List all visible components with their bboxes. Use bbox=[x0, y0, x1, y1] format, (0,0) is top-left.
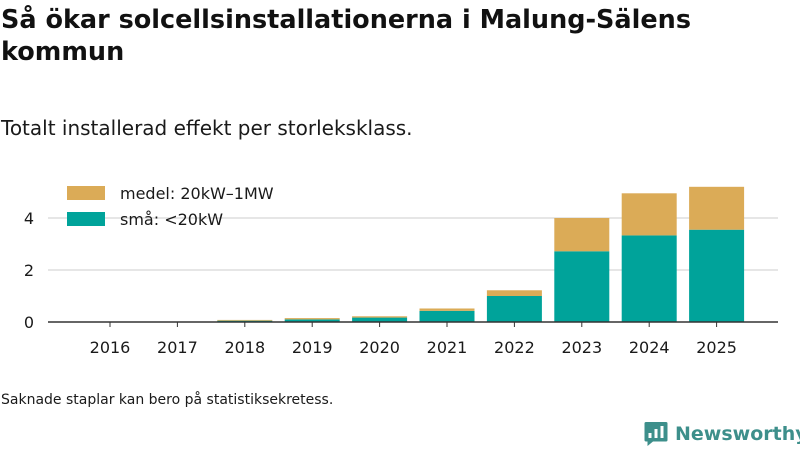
bar-sma-2025 bbox=[689, 229, 745, 322]
bar-medel-2019 bbox=[284, 318, 340, 320]
x-tick-label: 2020 bbox=[359, 338, 400, 357]
y-tick-label: 4 bbox=[24, 209, 34, 228]
bar-medel-2023 bbox=[554, 218, 610, 252]
bar-sma-2024 bbox=[621, 235, 677, 322]
x-tick-label: 2025 bbox=[696, 338, 737, 357]
x-tick-label: 2022 bbox=[494, 338, 535, 357]
y-tick-label: 2 bbox=[24, 261, 34, 280]
bar-sma-2020 bbox=[352, 317, 408, 322]
x-tick-label: 2016 bbox=[90, 338, 131, 357]
bar-medel-2021 bbox=[419, 308, 475, 311]
bar-sma-2022 bbox=[486, 296, 542, 322]
bar-sma-2019 bbox=[284, 319, 340, 322]
legend-label-sma: små: <20kW bbox=[120, 210, 223, 229]
bar-sma-2023 bbox=[554, 251, 610, 322]
brand-name: Newsworthy bbox=[675, 423, 800, 445]
brand-logo[interactable]: Newsworthy bbox=[644, 421, 800, 447]
legend-swatch-medel bbox=[67, 186, 105, 200]
footnote: Saknade staplar kan bero på statistiksek… bbox=[1, 392, 334, 408]
bar-medel-2025 bbox=[689, 186, 745, 230]
bar-medel-2024 bbox=[621, 193, 677, 236]
bars bbox=[217, 186, 745, 322]
x-tick-label: 2024 bbox=[629, 338, 670, 357]
legend-label-medel: medel: 20kW–1MW bbox=[120, 184, 274, 203]
x-tick-label: 2023 bbox=[561, 338, 602, 357]
bar-medel-2022 bbox=[486, 290, 542, 296]
x-tick-label: 2021 bbox=[427, 338, 468, 357]
y-tick-label: 0 bbox=[24, 313, 34, 332]
bar-medel-2018 bbox=[217, 319, 273, 321]
x-tick-label: 2017 bbox=[157, 338, 198, 357]
newsworthy-logo-icon bbox=[644, 422, 668, 446]
legend-swatch-sma bbox=[67, 212, 105, 226]
bar-sma-2021 bbox=[419, 310, 475, 322]
x-tick-label: 2019 bbox=[292, 338, 333, 357]
axes: 0 2 4 2016 2017 2018 2019 2020 2021 2022 2023 2024 2… bbox=[24, 209, 778, 357]
legend: medel: 20kW–1MW små: <20kW bbox=[67, 184, 274, 229]
chart-title: Så ökar solcellsinstallationerna i Malun… bbox=[1, 5, 691, 67]
bar-medel-2020 bbox=[352, 316, 408, 318]
x-tick-label: 2018 bbox=[224, 338, 265, 357]
chart-subtitle: Totalt installerad effekt per storlekskl… bbox=[1, 116, 413, 140]
